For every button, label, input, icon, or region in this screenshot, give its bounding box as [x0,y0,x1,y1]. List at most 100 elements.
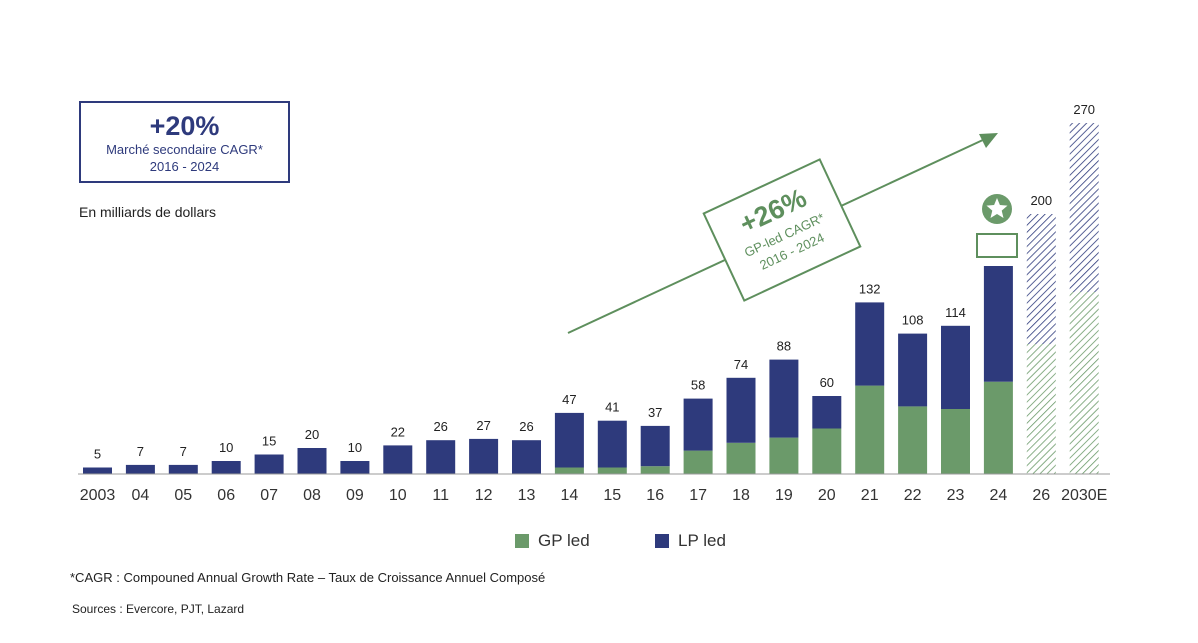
bar-lp-2030E [1069,123,1099,292]
x-tick-04: 04 [132,487,150,504]
x-tick-10: 10 [389,487,407,504]
bar-lp-07 [254,454,284,474]
bar-lp-04 [125,464,155,474]
bar-gp-15 [597,467,627,474]
value-label-08: 20 [305,427,319,442]
value-label-17: 58 [691,378,705,393]
x-tick-14: 14 [561,487,579,504]
gp-cagr-callout: +26% GP-led CAGR* 2016 - 2024 [702,158,862,302]
bar-lp-18 [726,377,756,443]
bar-gp-17 [683,450,713,474]
bar-lp-17 [683,398,713,451]
x-tick-09: 09 [346,487,364,504]
bar-lp-11 [426,440,456,474]
bar-gp-26 [1026,344,1056,474]
bar-lp-09 [340,461,370,474]
value-label-07: 15 [262,434,276,449]
legend-label-gp: GP led [538,531,590,550]
x-tick-05: 05 [174,487,192,504]
x-tick-17: 17 [689,487,707,504]
bar-lp-21 [855,302,885,386]
x-tick-20: 20 [818,487,836,504]
bar-lp-2003 [83,467,112,474]
value-label-15: 41 [605,400,619,415]
x-tick-labels-group: 2003 04 05 06 07 08 09 10 11 12 13 14 15 16 17 18 19 20 21… [80,487,1108,504]
value-label-09: 10 [348,440,362,455]
bar-lp-14 [554,412,584,468]
highlight-value-box [976,233,1018,258]
value-label-20: 60 [820,375,834,390]
legend-swatch-gp [515,534,529,548]
value-label-19: 88 [777,339,791,354]
bar-gp-22 [898,406,928,474]
value-label-06: 10 [219,440,233,455]
x-tick-26: 26 [1032,487,1050,504]
value-label-2030E: 270 [1073,102,1095,117]
value-label-05: 7 [180,444,187,459]
value-label-21: 132 [859,281,881,296]
legend-item-lp: LP led [655,531,726,551]
bar-gp-21 [855,385,885,474]
footnote: *CAGR : Compouned Annual Growth Rate – T… [70,570,546,585]
value-labels-group: 5 7 7 10 15 20 10 22 26 27 26 47 41 37 58 74 88 60 132 108 1… [94,102,1095,462]
bar-lp-23 [941,325,970,409]
value-label-2003: 5 [94,447,101,462]
market-cagr-period: 2016 - 2024 [149,159,220,174]
value-label-11: 26 [433,419,447,434]
x-tick-24: 24 [990,487,1008,504]
x-tick-06: 06 [217,487,235,504]
x-tick-07: 07 [260,487,278,504]
x-tick-2030E: 2030E [1061,487,1107,504]
legend-item-gp: GP led [515,531,590,551]
growth-arrowhead [979,133,998,148]
bar-lp-26 [1026,214,1056,344]
value-label-22: 108 [902,313,924,328]
unit-label: En milliards de dollars [79,204,216,220]
value-label-10: 22 [391,424,405,439]
bar-gp-19 [769,437,799,474]
x-tick-11: 11 [432,487,449,504]
x-tick-15: 15 [603,487,621,504]
bar-lp-12 [469,438,499,474]
value-label-14: 47 [562,392,576,407]
legend-label-lp: LP led [678,531,726,550]
market-cagr-value: +20% [149,111,220,141]
value-label-04: 7 [137,444,144,459]
bar-lp-06 [211,461,241,474]
bar-lp-08 [297,448,327,474]
x-tick-13: 13 [518,487,536,504]
bar-lp-20 [812,396,842,429]
value-label-26: 200 [1030,193,1052,208]
bar-gp-18 [726,442,756,474]
bar-gp-2030E [1069,292,1099,474]
bar-lp-05 [168,464,198,474]
x-tick-22: 22 [904,487,922,504]
bar-gp-20 [812,428,842,474]
bar-lp-10 [383,445,413,474]
x-tick-2003: 2003 [80,487,116,504]
x-tick-21: 21 [861,487,879,504]
x-tick-16: 16 [646,487,664,504]
bar-lp-13 [512,440,541,474]
bar-lp-16 [640,425,670,467]
bar-lp-19 [769,359,799,438]
bar-lp-22 [898,333,928,407]
value-label-12: 27 [476,418,490,433]
bar-gp-16 [640,466,670,474]
bar-gp-23 [941,409,970,474]
value-label-23: 114 [945,305,966,320]
x-tick-12: 12 [475,487,493,504]
sources: Sources : Evercore, PJT, Lazard [72,602,245,616]
x-tick-23: 23 [947,487,965,504]
x-tick-18: 18 [732,487,750,504]
bars-group [83,123,1099,474]
star-in-circle-icon [982,194,1012,224]
market-cagr-box: +20% Marché secondaire CAGR* 2016 - 2024 [79,101,290,183]
value-label-16: 37 [648,405,662,420]
legend-swatch-lp [655,534,669,548]
x-tick-08: 08 [303,487,321,504]
bar-lp-24 [983,266,1013,382]
bar-gp-24 [983,381,1013,474]
value-label-18: 74 [734,357,748,372]
